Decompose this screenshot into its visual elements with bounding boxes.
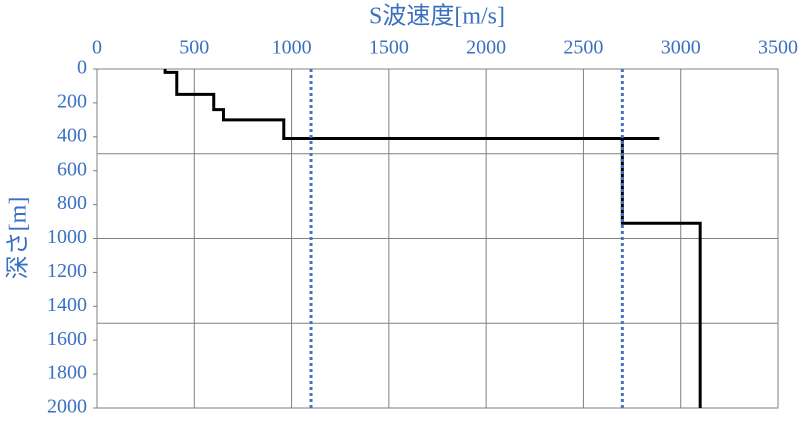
x-tick-label: 2000 — [466, 37, 506, 59]
y-tick-label: 1400 — [47, 294, 87, 316]
x-tick-label: 1000 — [272, 37, 312, 59]
y-tick-label: 800 — [57, 192, 87, 214]
x-tick-label: 2500 — [563, 37, 603, 59]
y-tick-label: 600 — [57, 158, 87, 180]
y-tick-label: 1200 — [47, 260, 87, 282]
x-tick-label: 0 — [92, 37, 102, 59]
velocity-profile — [163, 69, 702, 408]
y-tick-label: 1800 — [47, 362, 87, 384]
y-tick-label: 0 — [77, 57, 87, 79]
y-tick-label: 200 — [57, 90, 87, 112]
x-tick-label: 500 — [179, 37, 209, 59]
y-tick-label: 400 — [57, 124, 87, 146]
y-tick-label: 1600 — [47, 328, 87, 350]
x-axis-title: S波速度[m/s] — [369, 3, 505, 30]
x-tick-label: 1500 — [369, 37, 409, 59]
x-tick-label: 3500 — [758, 37, 798, 59]
y-tick-label: 2000 — [47, 396, 87, 418]
x-tick-label: 3000 — [661, 37, 701, 59]
y-tick-label: 1000 — [47, 226, 87, 248]
y-axis-title: 深さ[m] — [5, 197, 32, 280]
